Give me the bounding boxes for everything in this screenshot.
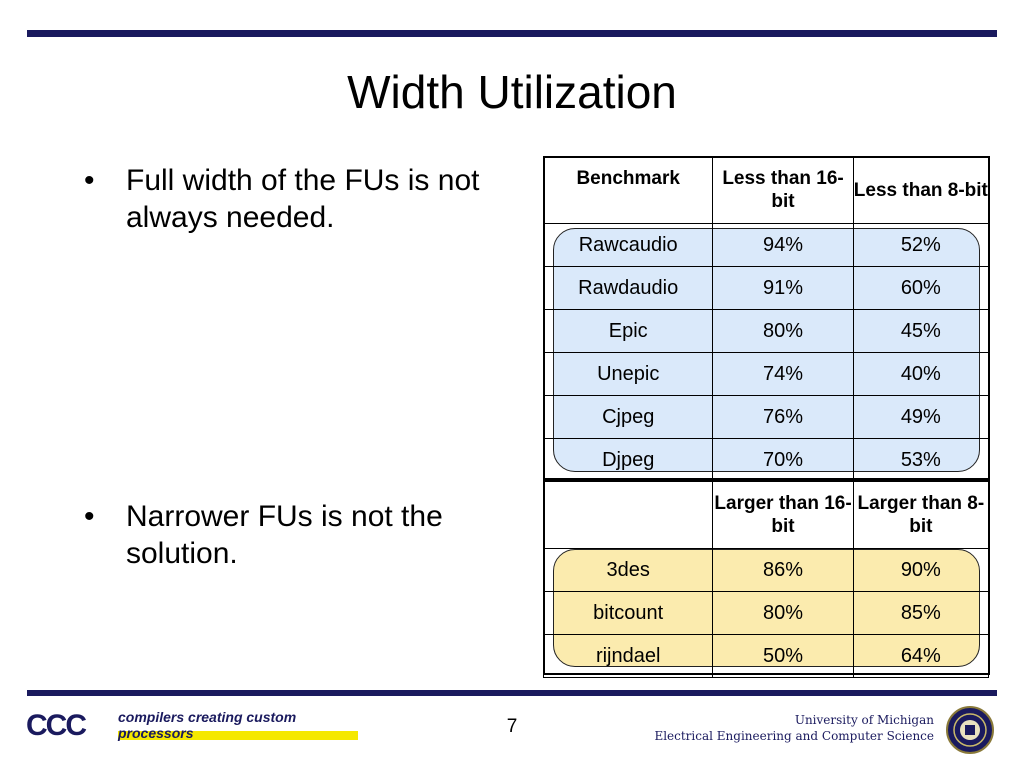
bullet-text: Narrower FUs is not the solution. — [126, 500, 443, 570]
header-cell — [542, 481, 714, 549]
table-cell: 40% — [852, 352, 990, 396]
table-cell: 70% — [712, 438, 854, 482]
table-cell: 85% — [852, 591, 990, 635]
table-cell: 94% — [712, 223, 854, 267]
university-seal-icon — [946, 706, 994, 754]
table-cell: 64% — [852, 634, 990, 678]
table-row: bitcount 80% 85% — [542, 591, 990, 635]
table-cell: 52% — [852, 223, 990, 267]
logo-underline — [118, 731, 358, 740]
header-cell: Larger than 16-bit — [712, 481, 854, 549]
table-header-row: Larger than 16-bit Larger than 8-bit — [542, 481, 990, 549]
table-cell: 76% — [712, 395, 854, 439]
table-cell: 80% — [712, 309, 854, 353]
table-cell: 74% — [712, 352, 854, 396]
table-cell: 3des — [542, 548, 714, 592]
header-cell: Less than 16-bit — [712, 156, 854, 224]
data-table: Benchmark Less than 16-bit Less than 8-b… — [542, 156, 990, 678]
table-cell: 49% — [852, 395, 990, 439]
top-rule — [27, 30, 997, 37]
table-cell: rijndael — [542, 634, 714, 678]
department-name: Electrical Engineering and Computer Scie… — [654, 729, 934, 743]
page-number: 7 — [506, 716, 518, 737]
slide-title: Width Utilization — [347, 66, 677, 118]
university-caption: University of Michigan Electrical Engine… — [654, 712, 934, 744]
table-row: Cjpeg 76% 49% — [542, 395, 990, 439]
table-cell: 91% — [712, 266, 854, 310]
table-row: Unepic 74% 40% — [542, 352, 990, 396]
compiler-logo-icon: CCC — [26, 709, 87, 742]
table-cell: 90% — [852, 548, 990, 592]
table-cell: 60% — [852, 266, 990, 310]
header-cell: Larger than 8-bit — [852, 481, 990, 549]
table-cell: Rawdaudio — [542, 266, 714, 310]
table-cell: 53% — [852, 438, 990, 482]
table-cell: 45% — [852, 309, 990, 353]
bullet-text: Full width of the FUs is not always need… — [126, 164, 480, 234]
table-cell: Djpeg — [542, 438, 714, 482]
bottom-rule — [27, 690, 997, 696]
university-name: University of Michigan — [794, 713, 934, 727]
table-row: 3des 86% 90% — [542, 548, 990, 592]
table-row: Djpeg 70% 53% — [542, 438, 990, 482]
table-cell: Epic — [542, 309, 714, 353]
bullet-marker: • — [84, 500, 95, 533]
header-cell: Benchmark — [542, 156, 714, 224]
table-row: Epic 80% 45% — [542, 309, 990, 353]
table-cell: Unepic — [542, 352, 714, 396]
table-row: rijndael 50% 64% — [542, 634, 990, 678]
table-cell: 50% — [712, 634, 854, 678]
table-cell: Cjpeg — [542, 395, 714, 439]
table-row: Rawdaudio 91% 60% — [542, 266, 990, 310]
compiler-logo: CCC compilers creating custom processors — [26, 705, 366, 751]
table-cell: 80% — [712, 591, 854, 635]
table-cell: bitcount — [542, 591, 714, 635]
header-cell: Less than 8-bit — [852, 156, 990, 224]
table-cell: Rawcaudio — [542, 223, 714, 267]
width-table: Benchmark Less than 16-bit Less than 8-b… — [542, 156, 990, 678]
table-row: Rawcaudio 94% 52% — [542, 223, 990, 267]
logo-tagline: compilers creating custom processors — [118, 709, 297, 741]
bullet-marker: • — [84, 164, 95, 197]
table-header-row: Benchmark Less than 16-bit Less than 8-b… — [542, 156, 990, 224]
table-cell: 86% — [712, 548, 854, 592]
